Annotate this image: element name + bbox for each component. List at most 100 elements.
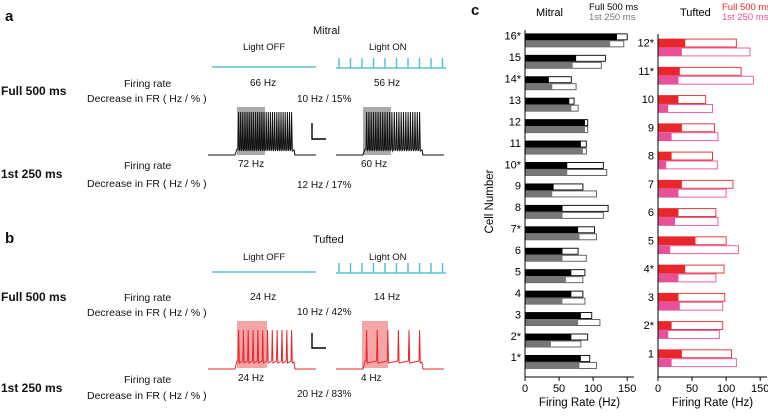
bar-full-on: [526, 205, 563, 212]
bar-full-on: [526, 269, 572, 276]
panel-b-title: Tufted: [313, 234, 344, 246]
x-tick-label: 100: [584, 383, 602, 395]
bar-first-on: [659, 302, 680, 311]
cell-label: 5: [648, 235, 654, 247]
x-tick-label: 100: [717, 383, 735, 395]
bar-first-on: [659, 358, 672, 367]
panel-b-first-label: 1st 250 ms: [1, 381, 63, 395]
bar-first-off: [658, 160, 718, 170]
spike-trace: [208, 329, 316, 370]
bar-full-on: [659, 321, 672, 330]
spike-trace: [208, 111, 316, 156]
bar-first-on: [526, 169, 568, 176]
y-axis-label: Cell Number: [484, 169, 496, 233]
panel-b-light-on-pulses: [336, 263, 446, 274]
panel-a-first-decrease: 12 Hz / 17%: [297, 180, 352, 191]
bar-full-on: [659, 39, 686, 47]
cell-label: 7: [648, 179, 654, 191]
bar-first-on: [659, 132, 672, 141]
cell-label: 11*: [638, 66, 654, 78]
panel-b-full-firing-rate: Firing rate: [124, 292, 172, 304]
bar-full-on: [526, 355, 581, 362]
bar-first-on: [659, 76, 679, 85]
bar-full-on: [526, 33, 617, 40]
bar-full-on: [526, 248, 563, 255]
bar-first-on: [526, 148, 583, 155]
panel-b-first-decrease: 20 Hz / 83%: [297, 389, 352, 400]
bar-full-on: [659, 123, 682, 132]
cell-label: 2*: [511, 331, 522, 343]
panel-b-light-off: Light OFF: [243, 252, 286, 263]
x-tick-label: 150: [618, 383, 636, 395]
panel-a-label: a: [5, 8, 14, 25]
bar-first-on: [526, 362, 580, 369]
panel-a-first-label: 1st 250 ms: [1, 167, 63, 181]
bar-first-on: [526, 83, 553, 90]
bar-full-on: [659, 208, 679, 217]
bar-first-on: [526, 233, 580, 240]
panel-a-title: Mitral: [313, 25, 340, 37]
panel-a-scale-bar: [311, 123, 326, 140]
panel-b-first-firing-rate: Firing rate: [124, 374, 172, 386]
bar-full-on: [526, 226, 579, 233]
cell-label: 3: [515, 309, 521, 321]
bar-full-on: [526, 119, 585, 126]
spike-trace: [336, 111, 444, 156]
bar-first-on: [526, 212, 563, 219]
cell-label: 8: [648, 151, 654, 163]
cell-label: 16*: [504, 31, 521, 43]
bar-first-on: [659, 189, 679, 198]
panel-a-first-off-hz: 72 Hz: [238, 159, 265, 170]
panel-b-first-off-hz: 24 Hz: [238, 373, 265, 384]
cell-label: 12: [509, 116, 521, 128]
bar-first-on: [659, 104, 669, 113]
bar-first-on: [526, 105, 572, 112]
panel-b-off-trace: [208, 329, 316, 370]
bar-full-on: [659, 95, 679, 104]
bar-first-on: [526, 126, 585, 133]
cell-label: 4: [515, 288, 521, 300]
legend-first: 1st 250 ms: [589, 12, 636, 23]
bar-first-on: [659, 47, 682, 56]
panel-b-full-label: Full 500 ms: [1, 290, 67, 304]
legend-first: 1st 250 ms: [722, 12, 768, 23]
legend-full: Full 500 ms: [722, 2, 768, 13]
bar-full-on: [659, 67, 680, 76]
x-tick-label: 50: [553, 383, 565, 395]
bar-first-off: [658, 245, 739, 255]
traces-figure: [208, 58, 446, 370]
panel-a-first-on-hz: 60 Hz: [361, 159, 388, 170]
panel-a-full-decrease-label: Decrease in FR ( Hz / % ): [87, 93, 207, 105]
x-tick-label: 150: [751, 383, 768, 395]
cell-label: 5: [515, 266, 521, 278]
bar-full-on: [526, 291, 572, 298]
panel-a-first-firing-rate: Firing rate: [124, 160, 172, 172]
cell-label: 15: [509, 52, 521, 64]
panel-a-light-on-pulses: [336, 58, 446, 69]
cell-label: 10: [642, 94, 654, 106]
panel-a-on-trace: [336, 111, 444, 156]
bar-full-on: [526, 312, 581, 319]
panel-b-on-trace: [336, 329, 444, 370]
panel-b-full-off-hz: 24 Hz: [250, 292, 277, 303]
panel-a-light-on: Light ON: [369, 42, 407, 53]
bar-first-on: [659, 217, 676, 226]
panel-a-first-decrease-label: Decrease in FR ( Hz / % ): [87, 178, 207, 190]
cell-label: 10*: [504, 159, 521, 171]
spike-trace: [336, 329, 444, 370]
x-axis-label: Firing Rate (Hz): [539, 397, 620, 409]
cell-label: 9: [515, 181, 521, 193]
chart-title: Tufted: [680, 7, 711, 19]
panel-b-full-decrease-label: Decrease in FR ( Hz / % ): [87, 307, 207, 319]
cell-label: 8: [515, 202, 521, 214]
bar-first-on: [526, 62, 573, 69]
cell-label: 11: [510, 138, 521, 150]
panel-b-light-on: Light ON: [369, 252, 407, 263]
cell-label: 4*: [644, 264, 655, 276]
bar-first-on: [526, 298, 563, 305]
legend-full: Full 500 ms: [589, 2, 638, 13]
bar-full-on: [659, 265, 686, 273]
